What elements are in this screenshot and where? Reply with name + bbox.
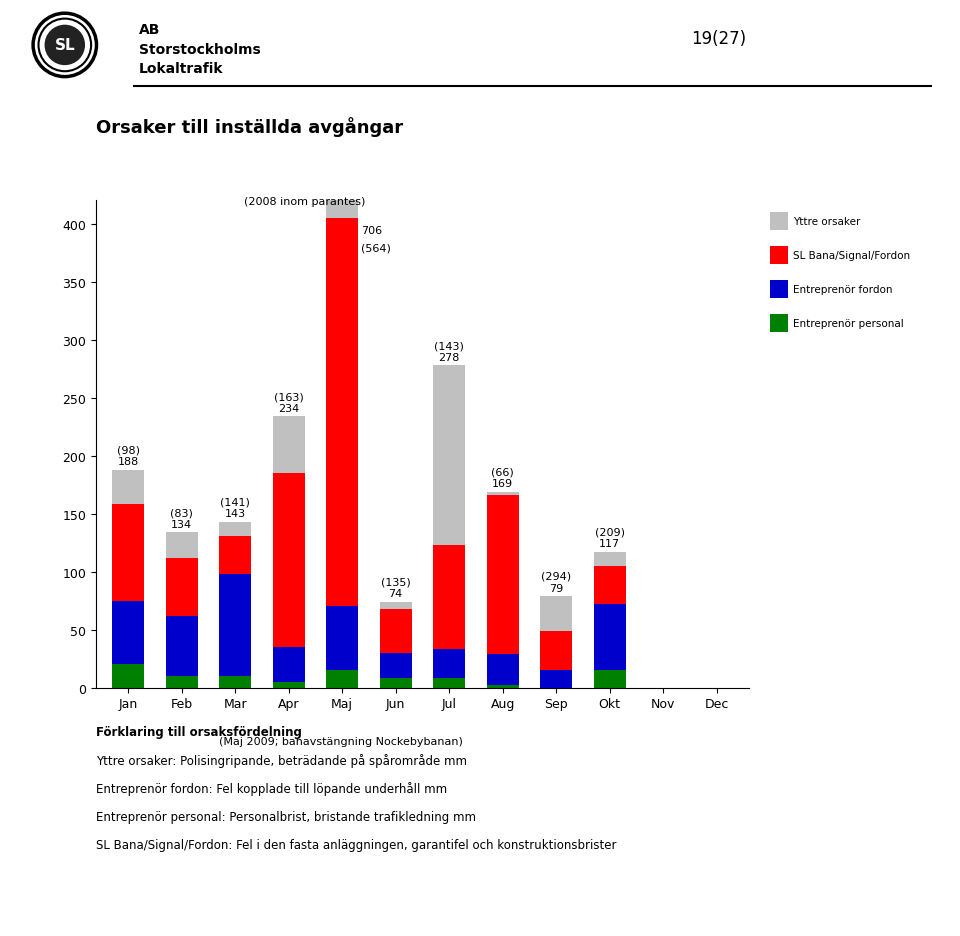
Bar — [770, 281, 787, 299]
Bar — [219, 522, 252, 536]
Text: 169: 169 — [492, 478, 514, 489]
Text: (83): (83) — [170, 507, 193, 518]
Text: Orsaker till inställda avgångar: Orsaker till inställda avgångar — [96, 117, 403, 137]
Bar — [593, 552, 626, 566]
Bar — [540, 631, 572, 670]
Bar — [273, 474, 304, 648]
Bar — [770, 314, 787, 333]
Text: (294): (294) — [541, 571, 571, 581]
Text: 19(27): 19(27) — [691, 30, 746, 48]
Bar — [112, 505, 144, 601]
Bar — [433, 679, 466, 688]
Bar — [219, 575, 252, 677]
Bar — [112, 665, 144, 688]
Bar — [487, 654, 518, 686]
Bar — [433, 546, 466, 650]
Text: (66): (66) — [492, 467, 514, 477]
Bar — [379, 679, 412, 688]
Text: 706: 706 — [361, 226, 382, 236]
Bar — [593, 566, 626, 605]
Text: 134: 134 — [171, 519, 192, 529]
Bar — [540, 670, 572, 688]
Text: AB
Storstockholms
Lokaltrafik: AB Storstockholms Lokaltrafik — [139, 23, 261, 77]
Text: (209): (209) — [594, 527, 625, 537]
Text: (135): (135) — [381, 578, 411, 587]
Text: SL Bana/Signal/Fordon: SL Bana/Signal/Fordon — [793, 251, 910, 261]
Circle shape — [44, 25, 85, 66]
Text: (141): (141) — [220, 497, 250, 507]
Text: Förklaring till orsaksfördelning: Förklaring till orsaksfördelning — [96, 725, 301, 739]
Text: (564): (564) — [361, 243, 391, 254]
Bar — [540, 596, 572, 631]
Bar — [165, 616, 198, 677]
Bar — [593, 605, 626, 670]
Bar — [273, 648, 304, 682]
Text: Yttre orsaker: Yttre orsaker — [793, 216, 860, 227]
Text: 234: 234 — [278, 403, 300, 414]
Text: (143): (143) — [434, 341, 464, 351]
Bar — [219, 677, 252, 688]
Text: Entreprenör fordon: Entreprenör fordon — [793, 285, 893, 295]
Text: (163): (163) — [274, 392, 303, 402]
Bar — [487, 686, 518, 688]
Bar — [593, 670, 626, 688]
Bar — [433, 650, 466, 679]
Bar — [433, 366, 466, 546]
Text: Entreprenör personal: Entreprenör personal — [793, 319, 903, 329]
Text: Entreprenör personal: Personalbrist, bristande trafikledning mm: Entreprenör personal: Personalbrist, bri… — [96, 810, 476, 823]
Text: (98): (98) — [116, 445, 139, 455]
Bar — [273, 417, 304, 474]
Bar — [379, 609, 412, 653]
Text: 188: 188 — [117, 457, 139, 467]
Text: Entreprenör fordon: Fel kopplade till löpande underhåll mm: Entreprenör fordon: Fel kopplade till lö… — [96, 782, 447, 796]
Bar — [770, 246, 787, 265]
Bar — [165, 533, 198, 558]
Bar — [487, 495, 518, 654]
Text: 117: 117 — [599, 539, 620, 548]
Text: SL: SL — [55, 38, 75, 53]
Bar — [487, 492, 518, 495]
Bar — [770, 212, 787, 231]
Bar — [219, 536, 252, 575]
Bar — [112, 470, 144, 505]
Bar — [273, 682, 304, 688]
Bar — [326, 219, 358, 607]
Text: (Maj 2009; banavstängning Nockebybanan): (Maj 2009; banavstängning Nockebybanan) — [219, 737, 463, 747]
Text: 278: 278 — [439, 352, 460, 362]
Bar — [165, 558, 198, 616]
Bar — [165, 677, 198, 688]
Circle shape — [33, 14, 97, 78]
Text: 74: 74 — [389, 589, 403, 599]
Text: SL Bana/Signal/Fordon: Fel i den fasta anläggningen, garantifel och konstruktion: SL Bana/Signal/Fordon: Fel i den fasta a… — [96, 838, 616, 851]
Bar — [112, 601, 144, 665]
Bar — [326, 607, 358, 670]
Bar — [379, 653, 412, 679]
Bar — [326, 670, 358, 688]
Text: 79: 79 — [549, 583, 564, 592]
Bar — [379, 602, 412, 609]
Text: (2008 inom parantes): (2008 inom parantes) — [244, 197, 366, 207]
Bar — [326, 0, 358, 219]
Text: 143: 143 — [225, 509, 246, 519]
Text: Yttre orsaker: Polisingripande, beträdande på spårområde mm: Yttre orsaker: Polisingripande, beträdan… — [96, 753, 467, 768]
